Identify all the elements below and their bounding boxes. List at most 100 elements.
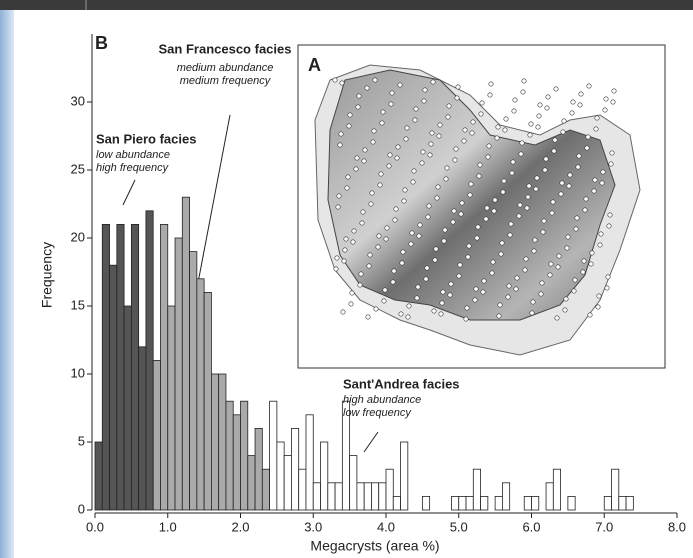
inset-dot	[398, 83, 402, 87]
inset-dot	[371, 140, 375, 144]
bar	[211, 374, 218, 510]
inset-dot	[463, 128, 467, 132]
inset-dot	[447, 104, 451, 108]
inset-dot	[575, 216, 579, 220]
inset-dot	[606, 275, 610, 279]
inset-dot	[414, 107, 418, 111]
annotation-line: medium frequency	[180, 75, 272, 87]
inset-dot	[456, 85, 460, 89]
inset-dot	[466, 255, 470, 259]
inset-dot	[499, 252, 503, 256]
inset-dot	[513, 98, 517, 102]
inset-dot	[372, 129, 376, 133]
y-tick-label: 30	[71, 93, 85, 108]
inset-dot	[509, 222, 513, 226]
inset-dot	[500, 241, 504, 245]
inset-dot	[474, 287, 478, 291]
inset-dot	[584, 197, 588, 201]
inset-dot	[587, 84, 591, 88]
inset-dot	[554, 87, 558, 91]
bar	[626, 496, 633, 510]
x-tick-label: 3.0	[304, 519, 322, 534]
inset-dot	[524, 257, 528, 261]
inset-dot	[579, 92, 583, 96]
inset-dot	[522, 79, 526, 83]
bar	[299, 469, 306, 510]
inset-dot	[486, 155, 490, 159]
inset-dot	[563, 308, 567, 312]
inset-dot	[354, 167, 358, 171]
inset-dot	[373, 78, 377, 82]
inset-dot	[355, 156, 359, 160]
bar	[321, 442, 328, 510]
bar	[255, 428, 262, 510]
inset-dot	[430, 131, 434, 135]
y-axis-label: Frequency	[39, 242, 55, 308]
inset-dot	[534, 187, 538, 191]
inset-dot	[402, 199, 406, 203]
bar	[459, 496, 466, 510]
bar	[168, 306, 175, 510]
x-tick-label: 1.0	[159, 519, 177, 534]
inset-dot	[470, 131, 474, 135]
inset-dot	[478, 163, 482, 167]
y-tick-label: 5	[78, 433, 85, 448]
inset-dot	[343, 248, 347, 252]
inset-dot	[360, 221, 364, 225]
inset-dot	[437, 134, 441, 138]
inset-dot	[491, 260, 495, 264]
annotation-title: Sant'Andrea facies	[343, 376, 460, 391]
inset-dot	[380, 121, 384, 125]
inset-dot	[344, 237, 348, 241]
inset-dot	[362, 159, 366, 163]
inset-dot	[570, 111, 574, 115]
inset-dot	[384, 237, 388, 241]
inset-dot	[407, 304, 411, 308]
inset-dot	[489, 82, 493, 86]
inset-dot	[532, 249, 536, 253]
inset-dot	[347, 124, 351, 128]
chart: A B Frequency Megacrysts (area %) 051015…	[0, 0, 693, 558]
y-tick-label: 20	[71, 229, 85, 244]
inset-dot	[588, 313, 592, 317]
inset-dot	[609, 162, 613, 166]
bar	[532, 496, 539, 510]
inset-dot	[431, 80, 435, 84]
bar	[270, 401, 277, 510]
inset-dot	[504, 117, 508, 121]
inset-dot	[515, 276, 519, 280]
x-axis-label: Megacrysts (area %)	[310, 538, 439, 554]
inset-dot	[378, 183, 382, 187]
inset-dot	[535, 176, 539, 180]
inset-dot	[517, 214, 521, 218]
inset-dot	[512, 109, 516, 113]
inset-dot	[533, 238, 537, 242]
inset-dot	[527, 184, 531, 188]
inset-dot	[519, 152, 523, 156]
bar	[124, 306, 131, 510]
inset-dot	[388, 153, 392, 157]
inset-dot	[365, 86, 369, 90]
inset-dot	[396, 145, 400, 149]
inset-dot	[477, 174, 481, 178]
inset-dot	[510, 171, 514, 175]
inset-dot	[351, 240, 355, 244]
inset-dot	[359, 272, 363, 276]
inset-dot	[361, 210, 365, 214]
inset-dot	[413, 118, 417, 122]
inset-dot	[589, 262, 593, 266]
inset-dot	[600, 181, 604, 185]
bar	[175, 238, 182, 510]
inset-dot	[578, 103, 582, 107]
x-tick-label: 2.0	[231, 519, 249, 534]
inset-dot	[389, 102, 393, 106]
bar	[248, 456, 255, 510]
bar	[451, 496, 458, 510]
inset-dot	[541, 230, 545, 234]
bar	[233, 415, 240, 510]
inset-dot	[464, 317, 468, 321]
inset-dot	[412, 169, 416, 173]
inset-dot	[337, 194, 341, 198]
inset-dot	[409, 242, 413, 246]
bar	[502, 483, 509, 510]
